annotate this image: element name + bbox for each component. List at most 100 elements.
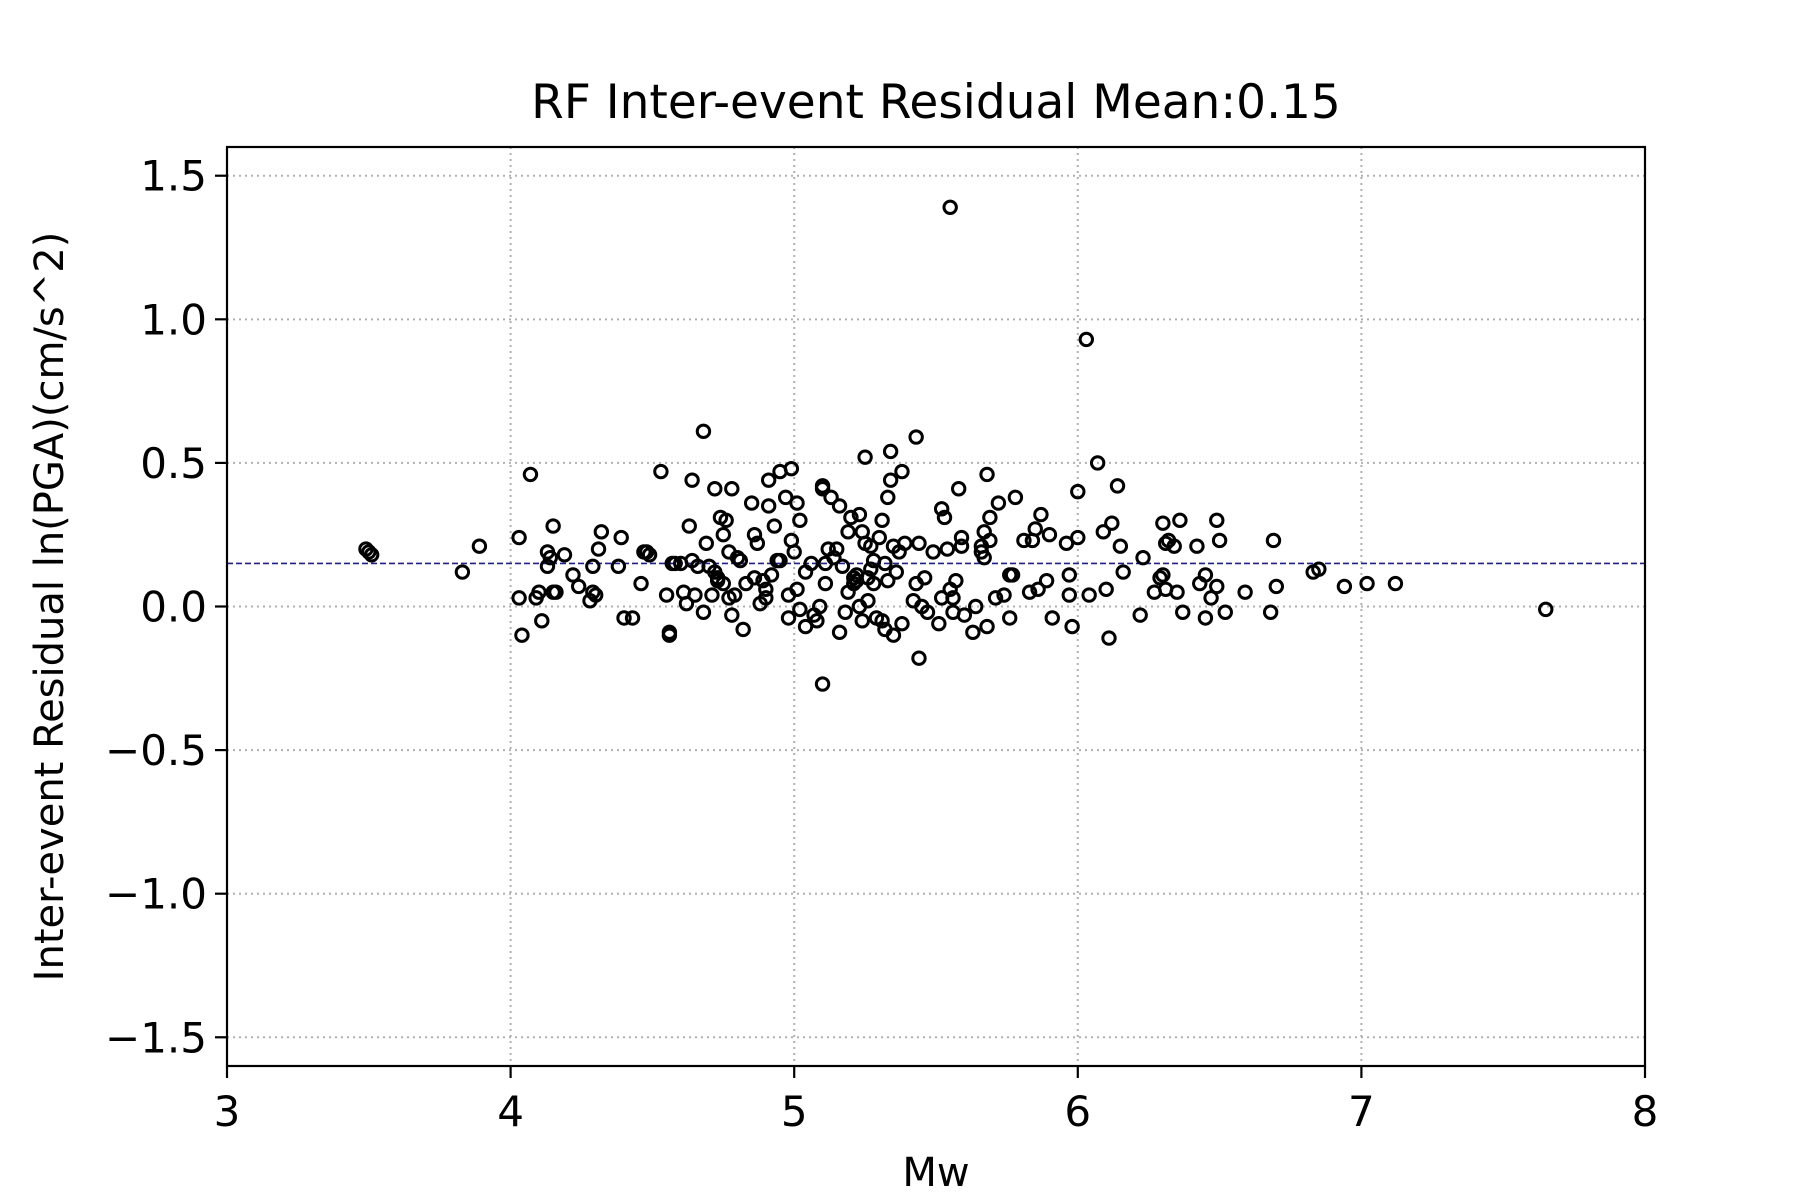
data-point — [882, 472, 899, 488]
data-point — [743, 495, 760, 511]
data-point — [715, 575, 731, 592]
data-point — [1109, 478, 1126, 494]
data-point — [1268, 578, 1285, 595]
data-point — [990, 495, 1007, 511]
data-point — [894, 463, 910, 480]
data-point — [908, 429, 924, 445]
x-tick-label: 7 — [1348, 1087, 1375, 1136]
data-point — [1336, 578, 1353, 595]
data-point — [556, 547, 573, 563]
data-point — [1027, 521, 1043, 537]
data-point — [854, 613, 870, 629]
data-point — [746, 570, 763, 586]
data-point — [911, 535, 927, 552]
data-point — [1155, 515, 1171, 531]
x-tick-label: 8 — [1632, 1087, 1659, 1136]
data-point — [1002, 610, 1018, 626]
data-point — [968, 598, 984, 615]
data-point — [1166, 538, 1182, 554]
data-point — [1030, 581, 1046, 597]
data-point — [758, 590, 774, 606]
data-point — [724, 607, 740, 623]
data-point — [1155, 567, 1171, 583]
data-point — [834, 558, 851, 574]
data-point — [766, 518, 783, 534]
data-point — [831, 498, 848, 514]
y-tick-label: 1.0 — [140, 295, 207, 344]
data-point — [979, 466, 995, 483]
data-point — [803, 555, 819, 572]
data-point — [610, 558, 627, 574]
data-point — [687, 587, 703, 603]
data-point — [777, 489, 794, 506]
data-point — [624, 610, 641, 626]
data-point — [587, 587, 604, 603]
data-point — [1038, 572, 1055, 589]
data-point — [732, 552, 749, 569]
data-point — [996, 587, 1012, 603]
data-point — [704, 587, 720, 603]
y-tick-label: −1.5 — [105, 1013, 207, 1062]
x-tick-label: 5 — [781, 1087, 808, 1136]
data-point — [539, 558, 556, 574]
data-point — [880, 489, 896, 506]
data-point — [982, 509, 998, 526]
data-point — [1081, 587, 1097, 603]
data-point — [1115, 564, 1131, 580]
data-point — [1311, 561, 1327, 577]
data-point — [1098, 581, 1114, 597]
data-point — [840, 524, 856, 540]
data-point — [1095, 524, 1112, 540]
data-point — [863, 538, 879, 554]
data-point — [695, 604, 712, 620]
data-point — [542, 549, 559, 566]
data-point — [1209, 578, 1225, 595]
data-point — [950, 481, 967, 497]
grid-lines — [226, 147, 1646, 1066]
chart-title: RF Inter-event Residual Mean:0.15 — [531, 75, 1341, 130]
data-point — [1262, 604, 1279, 620]
data-point — [823, 489, 839, 506]
data-point — [1058, 535, 1075, 552]
data-point — [953, 538, 970, 554]
data-point — [931, 616, 947, 632]
data-point — [1004, 567, 1021, 583]
data-point — [726, 587, 743, 603]
data-point — [361, 544, 377, 560]
data-point — [1169, 584, 1185, 600]
data-point — [681, 518, 697, 534]
data-point — [363, 547, 380, 563]
data-point — [863, 561, 879, 577]
data-point — [871, 529, 887, 546]
data-point — [1175, 604, 1191, 620]
data-point — [1007, 489, 1024, 506]
data-point — [860, 593, 876, 609]
data-point — [831, 624, 848, 641]
data-point — [639, 544, 655, 560]
data-point — [1132, 607, 1148, 623]
data-point — [880, 572, 896, 589]
data-point — [846, 575, 862, 592]
data-point — [729, 549, 746, 566]
data-point — [792, 601, 808, 618]
data-point — [715, 527, 731, 543]
data-point — [1061, 567, 1077, 583]
data-point — [874, 613, 890, 629]
data-point — [1265, 532, 1282, 549]
data-point — [641, 547, 658, 563]
data-point — [877, 555, 893, 572]
y-tick-label: −1.0 — [105, 870, 207, 919]
data-point — [653, 463, 669, 480]
data-point — [1101, 630, 1117, 646]
data-point — [783, 460, 800, 477]
data-point — [678, 595, 695, 612]
y-axis-title: Inter-event Residual ln(PGA)(cm/s^2) — [27, 232, 73, 982]
data-point — [814, 676, 831, 692]
y-tick-label: 0.5 — [140, 439, 207, 488]
data-point — [746, 527, 763, 543]
data-point — [1016, 532, 1032, 549]
data-point — [590, 541, 607, 557]
data-point — [979, 618, 995, 635]
